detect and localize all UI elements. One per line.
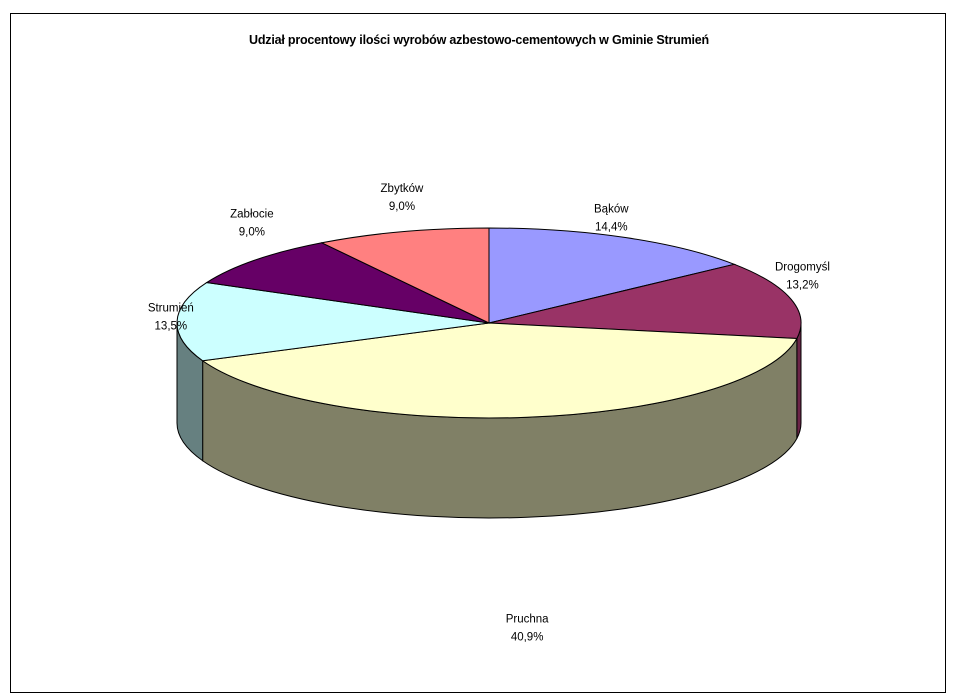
slice-label-zbytkow: Zbytków — [381, 183, 425, 195]
pie-slice-zbytkow — [320, 227, 490, 324]
slice-value-bakow: 14,4% — [595, 222, 628, 234]
slice-label-bakow: Bąków — [594, 204, 629, 216]
pie-slice-bakow — [488, 227, 736, 324]
chart-title: Udział procentowy ilości wyrobów azbesto… — [249, 33, 709, 47]
pie-slice-drogomysl — [488, 263, 802, 339]
pie-slice-zablocie — [205, 242, 490, 324]
pie-side-drogomysl — [796, 322, 802, 439]
slice-value-pruchna: 40,9% — [511, 631, 544, 643]
slice-label-zablocie: Zabłocie — [230, 209, 273, 221]
slice-label-drogomysl: Drogomyśl — [775, 262, 830, 274]
slice-label-pruchna: Pruchna — [506, 613, 549, 625]
slice-value-strumien: 13,5% — [155, 320, 188, 332]
pie-slice-pruchna — [201, 322, 798, 419]
slice-label-strumien: Strumień — [148, 302, 194, 314]
slice-value-zablocie: 9,0% — [239, 227, 265, 239]
pie-chart: Bąków 14,4% Drogomyśl 13,2% Pruchna 40,9% Stru… — [148, 183, 830, 644]
slice-value-zbytkow: 9,0% — [389, 201, 415, 213]
pie-slice-strumien — [176, 282, 490, 362]
slice-value-drogomysl: 13,2% — [786, 280, 819, 292]
